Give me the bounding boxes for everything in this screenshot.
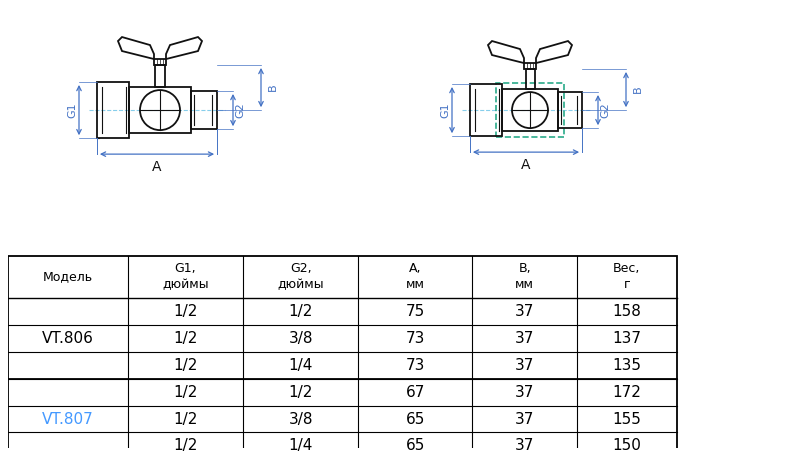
Text: 65: 65	[406, 411, 425, 427]
Text: 1/2: 1/2	[173, 385, 198, 400]
Text: 1/4: 1/4	[289, 357, 313, 372]
Text: G2: G2	[600, 102, 610, 118]
Bar	[154, 59, 166, 65]
Text: 65: 65	[406, 439, 425, 453]
Text: G1: G1	[440, 102, 450, 118]
Bar	[470, 84, 502, 136]
Text: 1/2: 1/2	[173, 331, 198, 346]
Bar	[526, 69, 534, 89]
Text: 1/2: 1/2	[173, 357, 198, 372]
Text: А,
мм: А, мм	[406, 262, 425, 291]
Text: VT.806: VT.806	[42, 331, 94, 346]
Text: 37: 37	[515, 357, 534, 372]
Text: 137: 137	[613, 331, 642, 346]
Bar	[8, 255, 677, 453]
Bar	[155, 65, 165, 87]
Text: 37: 37	[515, 439, 534, 453]
Text: 37: 37	[515, 331, 534, 346]
Text: 155: 155	[613, 411, 642, 427]
Text: А: А	[522, 158, 530, 172]
Text: В,
мм: В, мм	[515, 262, 534, 291]
Text: 75: 75	[406, 304, 425, 318]
Text: 1/2: 1/2	[289, 385, 313, 400]
Text: G1: G1	[67, 102, 77, 118]
Text: Модель: Модель	[42, 270, 93, 283]
Text: 1/2: 1/2	[173, 304, 198, 318]
Text: 37: 37	[515, 304, 534, 318]
Text: 67: 67	[406, 385, 425, 400]
Text: 150: 150	[613, 439, 642, 453]
Text: G1,
дюймы: G1, дюймы	[162, 262, 209, 291]
Text: В: В	[268, 84, 278, 92]
Text: 37: 37	[515, 385, 534, 400]
Text: 3/8: 3/8	[289, 331, 313, 346]
Bar	[97, 82, 129, 138]
Text: 37: 37	[515, 411, 534, 427]
Text: 1/2: 1/2	[173, 439, 198, 453]
Text: В: В	[633, 86, 643, 93]
Text: А: А	[152, 160, 162, 174]
Text: 135: 135	[613, 357, 642, 372]
Bar	[496, 83, 564, 137]
Text: 172: 172	[613, 385, 642, 400]
Text: 1/2: 1/2	[173, 411, 198, 427]
Bar	[502, 89, 558, 131]
Text: 73: 73	[406, 331, 425, 346]
Text: 1/4: 1/4	[289, 439, 313, 453]
Text: 73: 73	[406, 357, 425, 372]
Bar	[191, 91, 217, 129]
Text: VT.807: VT.807	[42, 411, 94, 427]
Bar	[558, 92, 582, 128]
Text: G2: G2	[235, 102, 245, 118]
Text: G2,
дюймы: G2, дюймы	[278, 262, 324, 291]
Text: Вес,
г: Вес, г	[614, 262, 641, 291]
Text: 1/2: 1/2	[289, 304, 313, 318]
Bar	[524, 63, 536, 69]
Text: 3/8: 3/8	[289, 411, 313, 427]
Bar	[129, 87, 191, 133]
Text: 158: 158	[613, 304, 642, 318]
